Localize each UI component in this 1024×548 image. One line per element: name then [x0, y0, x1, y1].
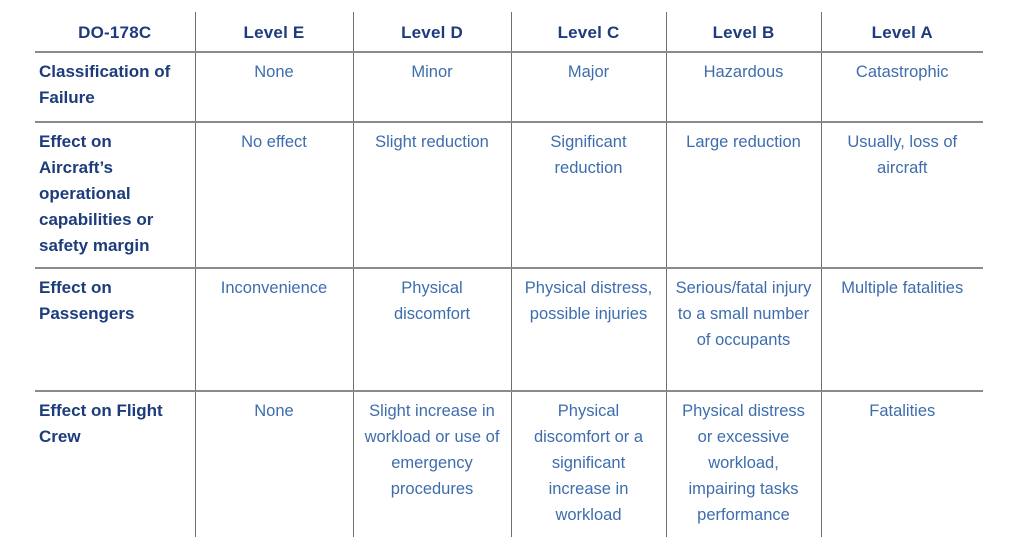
table-cell: Minor — [352, 52, 511, 122]
header-cell-level-d: Level D — [352, 12, 511, 53]
table-cell: Fatalities — [820, 390, 983, 537]
table-cell: Slight reduction — [352, 121, 511, 268]
table-cell: Multiple fatalities — [820, 267, 983, 391]
table-cell: None — [194, 390, 353, 537]
table-cell: Physical distress or excessive workload,… — [665, 390, 821, 537]
header-cell-level-a: Level A — [820, 12, 983, 53]
table-cell: Inconvenience — [194, 267, 353, 391]
table-row-classification-of-failure: Classification of Failure None Minor Maj… — [35, 52, 983, 122]
table-row-effect-on-flight-crew: Effect on Flight Crew None Slight increa… — [35, 390, 983, 537]
table-cell: Major — [510, 52, 666, 122]
table-cell: Physical discomfort — [352, 267, 511, 391]
table-cell: Hazardous — [665, 52, 821, 122]
table-cell: Catastrophic — [820, 52, 983, 122]
header-cell-level-c: Level C — [510, 12, 666, 53]
table-cell: Slight increase in workload or use of em… — [352, 390, 511, 537]
table-cell: Physical distress, possible injuries — [510, 267, 666, 391]
table-cell: Significant reduction — [510, 121, 666, 268]
row-label-effect-on-passengers: Effect on Passengers — [35, 267, 195, 391]
table-cell: None — [194, 52, 353, 122]
table-cell: Physical discomfort or a significant inc… — [510, 390, 666, 537]
row-label-classification-of-failure: Classification of Failure — [39, 62, 171, 107]
header-cell-do178c: DO-178C — [35, 12, 195, 53]
table-row-effect-on-aircraft: Effect on Aircraft’s operational capabil… — [35, 121, 983, 268]
table-header-row: DO-178C Level E Level D Level C Level B … — [35, 12, 983, 53]
row-label-effect-on-flight-crew: Effect on Flight Crew — [35, 390, 195, 537]
do178c-table-container: DO-178C Level E Level D Level C Level B … — [35, 12, 983, 537]
table-cell: Large reduction — [665, 121, 821, 268]
header-cell-level-b: Level B — [665, 12, 821, 53]
row-label-effect-on-aircraft: Effect on Aircraft’s operational capabil… — [35, 121, 195, 268]
table-cell: Serious/fatal injury to a small number o… — [665, 267, 821, 391]
header-cell-level-e: Level E — [194, 12, 353, 53]
table-cell: No effect — [194, 121, 353, 268]
do178c-levels-table: DO-178C Level E Level D Level C Level B … — [35, 12, 983, 537]
table-cell: Usually, loss of aircraft — [820, 121, 983, 268]
table-row-effect-on-passengers: Effect on Passengers Inconvenience Physi… — [35, 267, 983, 391]
